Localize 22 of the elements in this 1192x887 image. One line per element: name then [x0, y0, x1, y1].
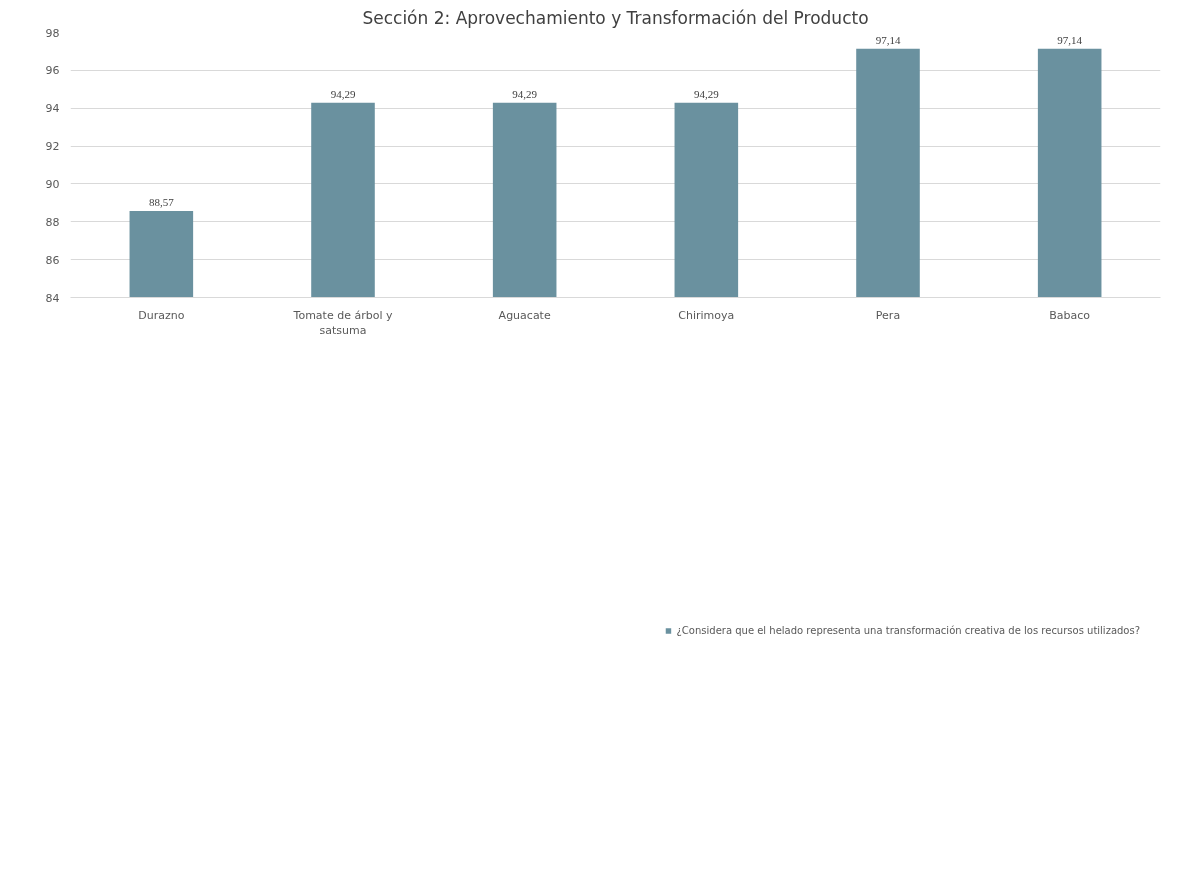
y-tick-label: 98 — [45, 26, 60, 40]
y-tick-label: 84 — [45, 291, 60, 305]
y-tick-label: 88 — [45, 215, 60, 229]
data-label: 94,29 — [512, 87, 538, 100]
x-tick-label: Chirimoya — [678, 308, 735, 322]
y-tick-label: 92 — [45, 140, 60, 154]
y-tick-label: 90 — [45, 177, 60, 191]
x-tick-label: Pera — [875, 308, 901, 322]
x-tick-label: Babaco — [1049, 308, 1091, 322]
x-tick-label: Aguacate — [498, 308, 551, 322]
legend-label: ¿Considera que el helado representa una transformación creativa de los recursos utilizados? — [676, 624, 1140, 636]
data-label: 97,14 — [875, 33, 901, 46]
data-label: 88,57 — [148, 196, 175, 208]
x-tick-label: Durazno — [138, 308, 185, 322]
y-tick-label: 94 — [45, 102, 60, 116]
data-label: 97,14 — [1057, 33, 1083, 46]
y-tick-label: 96 — [45, 64, 60, 78]
data-label: 94,29 — [693, 87, 720, 100]
y-tick-label: 86 — [45, 253, 60, 267]
data-label: 94,29 — [330, 87, 356, 100]
chart-title: Sección 2: Aprovechamiento y Transformación del Producto — [362, 7, 869, 28]
x-tick-label: Tomate de árbol y satsuma — [292, 308, 393, 338]
